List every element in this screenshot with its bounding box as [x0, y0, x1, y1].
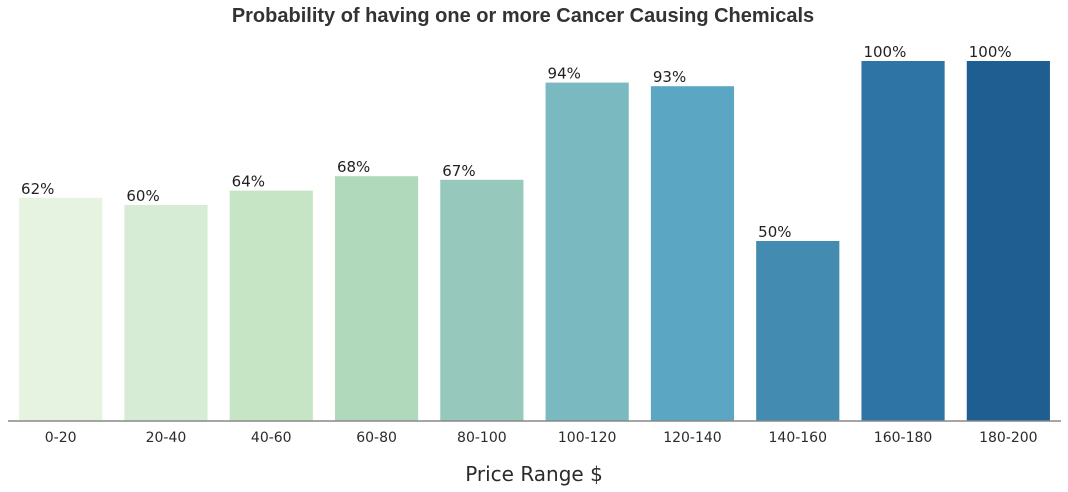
data-label-100-120: 94%	[548, 65, 581, 83]
x-tick-label-120-140: 120-140	[663, 430, 722, 446]
bar-40-60	[229, 190, 313, 421]
x-tick-label-20-40: 20-40	[146, 430, 187, 446]
x-tick-label-40-60: 40-60	[251, 430, 292, 446]
data-label-80-100: 67%	[442, 162, 475, 180]
bar-180-200	[966, 61, 1050, 421]
x-tick-label-180-200: 180-200	[979, 430, 1038, 446]
data-label-60-80: 68%	[337, 158, 370, 176]
data-label-0-20: 62%	[21, 180, 54, 198]
bars-layer	[19, 61, 1050, 421]
chart-title: Probability of having one or more Cancer…	[232, 5, 814, 27]
bar-60-80	[334, 176, 419, 421]
data-label-140-160: 50%	[758, 223, 791, 241]
data-labels-layer: 62% 60% 64% 68% 67% 94% 93% 50% 100% 100%	[21, 43, 1012, 241]
x-tick-label-140-160: 140-160	[769, 430, 828, 446]
x-tick-label-0-20: 0-20	[45, 430, 77, 446]
data-label-120-140: 93%	[653, 68, 686, 86]
bar-0-20	[19, 197, 103, 421]
x-axis-label: Price Range $	[465, 462, 603, 486]
bar-20-40	[124, 205, 208, 421]
bar-100-120	[545, 82, 629, 421]
data-label-180-200: 100%	[969, 43, 1012, 61]
x-tick-label-60-80: 60-80	[356, 430, 397, 446]
x-tick-labels-layer: 0-20 20-40 40-60 60-80 80-100 100-120 120-140 1…	[45, 430, 1038, 446]
x-tick-label-80-100: 80-100	[457, 430, 507, 446]
data-label-20-40: 60%	[126, 187, 159, 205]
bar-120-140	[650, 86, 735, 421]
x-tick-label-100-120: 100-120	[558, 430, 617, 446]
bar-160-180	[861, 61, 945, 421]
bar-140-160	[756, 241, 840, 421]
bar-80-100	[440, 179, 524, 421]
x-tick-label-160-180: 160-180	[874, 430, 933, 446]
data-label-40-60: 64%	[232, 173, 265, 191]
data-label-160-180: 100%	[863, 43, 906, 61]
